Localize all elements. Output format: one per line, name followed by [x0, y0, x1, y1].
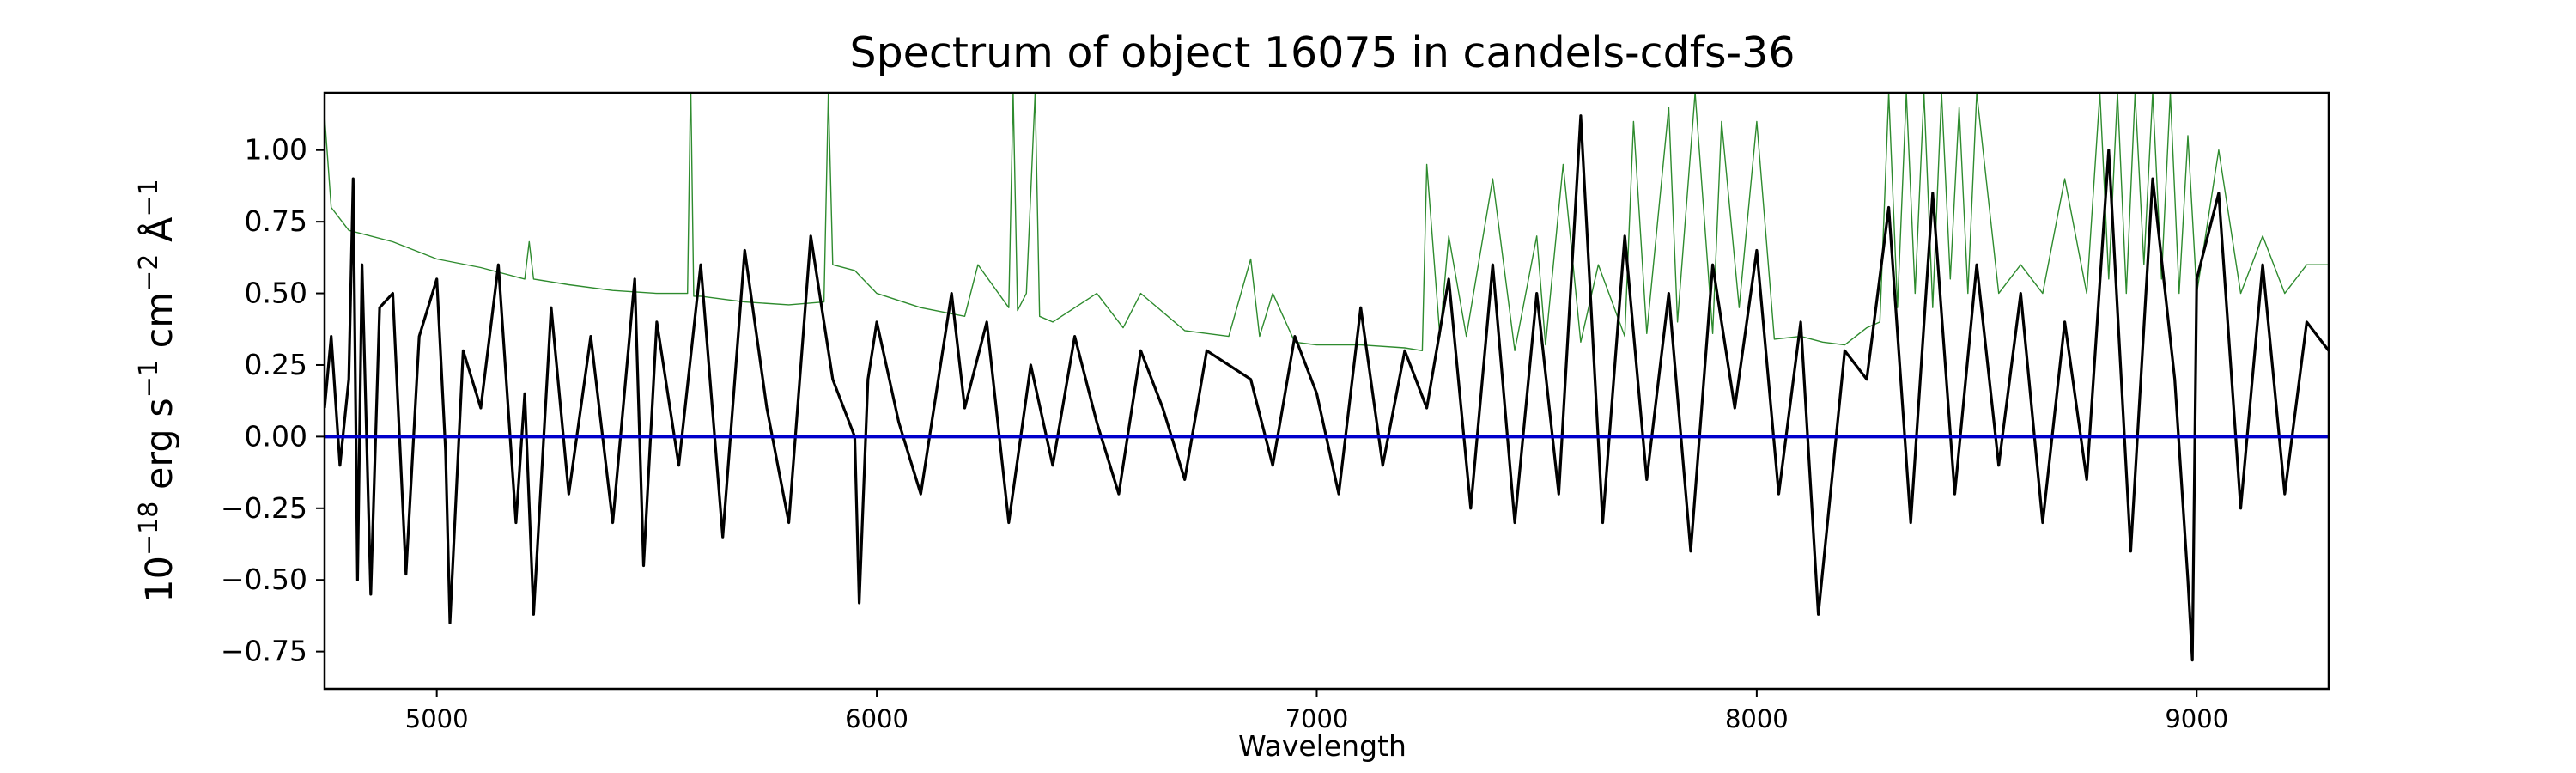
y-tick-label: 0.00 — [245, 419, 307, 453]
plot-frame — [323, 91, 2330, 691]
y-tick-label: 0.50 — [245, 277, 307, 310]
x-tick-label: 9000 — [2165, 704, 2228, 733]
y-tick-label: 1.00 — [245, 133, 307, 167]
y-tick-label: 0.75 — [245, 204, 307, 238]
chart-title: Spectrum of object 16075 in candels-cdfs… — [849, 28, 1795, 77]
x-tick-label: 6000 — [845, 704, 908, 733]
plot-area — [325, 93, 2329, 662]
x-tick-label: 8000 — [1725, 704, 1789, 733]
series-line-1 — [325, 114, 2329, 662]
y-tick-label: −0.50 — [221, 563, 307, 596]
y-tick-label: −0.25 — [221, 491, 307, 525]
y-axis-label: 10−18 erg s−1 cm−2 Å−1 — [134, 179, 182, 602]
y-tick-label: 0.25 — [245, 348, 307, 381]
y-tick-label: −0.75 — [221, 635, 307, 668]
x-tick-label: 5000 — [405, 704, 469, 733]
x-tick-label: 7000 — [1285, 704, 1349, 733]
axes: −0.75 −0.50 −0.25 0.00 0.25 0.50 0.75 1.00 5000 6… — [134, 91, 2330, 733]
x-axis-label: Wavelength — [1238, 729, 1406, 763]
series-line-0 — [325, 93, 2329, 351]
